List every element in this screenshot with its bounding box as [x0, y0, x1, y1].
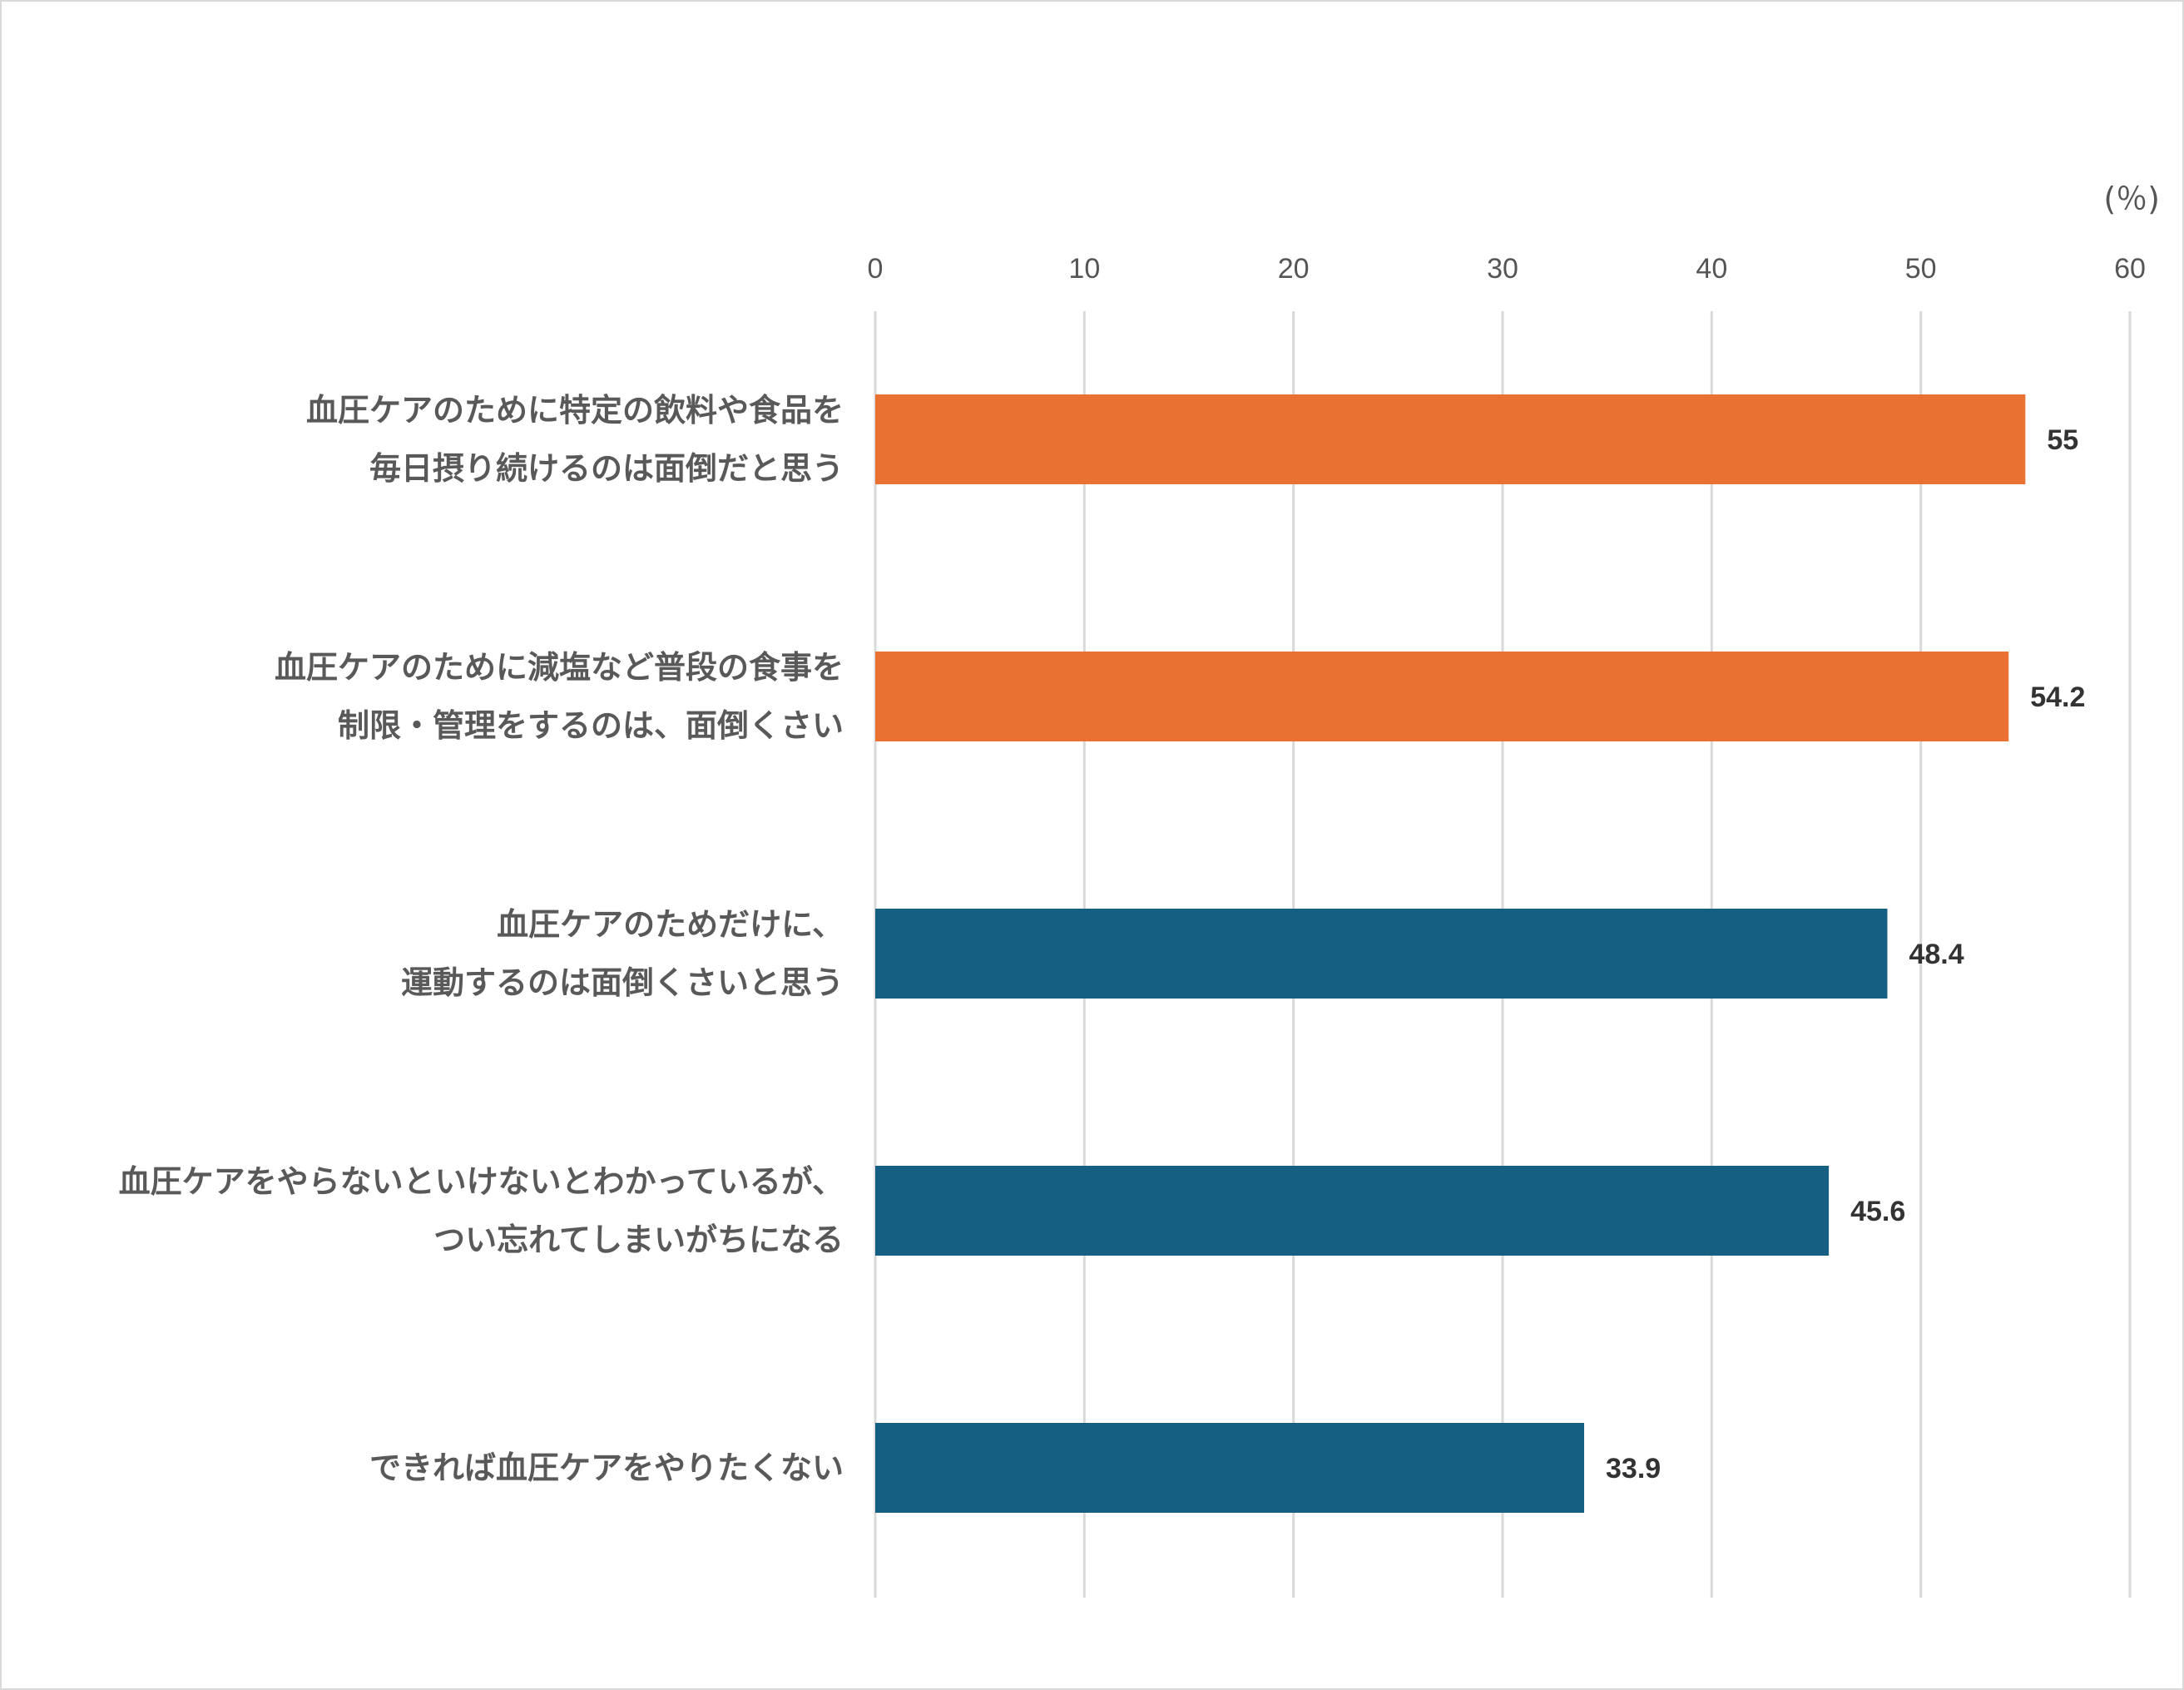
category-label: 制限・管理をするのは、面倒くさい: [338, 707, 844, 744]
bar-value-label: 48.4: [1909, 939, 1964, 970]
bar-value-label: 54.2: [2030, 681, 2085, 713]
x-tick-label: 60: [2114, 253, 2146, 285]
x-tick-label: 50: [1905, 253, 1937, 285]
category-label: 運動するのは面倒くさいと思う: [401, 964, 844, 1001]
x-tick-label: 20: [1278, 253, 1310, 285]
category-label: 血圧ケアをやらないといけないとわかっているが、: [119, 1163, 844, 1200]
x-tick-label: 30: [1487, 253, 1518, 285]
bars: [875, 394, 2026, 1513]
category-label: できれば血圧ケアをやりたくない: [369, 1450, 844, 1486]
category-labels: 血圧ケアのために特定の飲料や食品を毎日摂り続けるのは面倒だと思う血圧ケアのために…: [119, 392, 844, 1486]
category-label: 血圧ケアのために減塩など普段の食事を: [275, 649, 844, 686]
category-label: 血圧ケアのために特定の飲料や食品を: [306, 392, 844, 429]
bar: [875, 652, 2009, 741]
bar: [875, 1166, 1830, 1256]
x-tick-label: 10: [1068, 253, 1100, 285]
value-labels: 55 54.2 48.4 45.6 33.9: [1606, 424, 2085, 1484]
bar: [875, 909, 1888, 999]
bar-value-label: 55: [2047, 424, 2078, 456]
x-tick-label: 0: [868, 253, 884, 285]
x-tick-label: 40: [1696, 253, 1727, 285]
category-label: 血圧ケアのためだけに、: [497, 906, 844, 943]
unit-label: (％): [2103, 181, 2160, 217]
category-label: 毎日摂り続けるのは面倒だと思う: [369, 450, 844, 487]
bar-value-label: 45.6: [1850, 1196, 1905, 1227]
bar: [875, 1423, 1585, 1513]
category-label: つい忘れてしまいがちになる: [433, 1222, 844, 1258]
bar: [875, 394, 2026, 484]
x-axis-ticks: 0 10 20 30 40 50 60: [868, 253, 2146, 285]
bar-value-label: 33.9: [1606, 1453, 1661, 1484]
